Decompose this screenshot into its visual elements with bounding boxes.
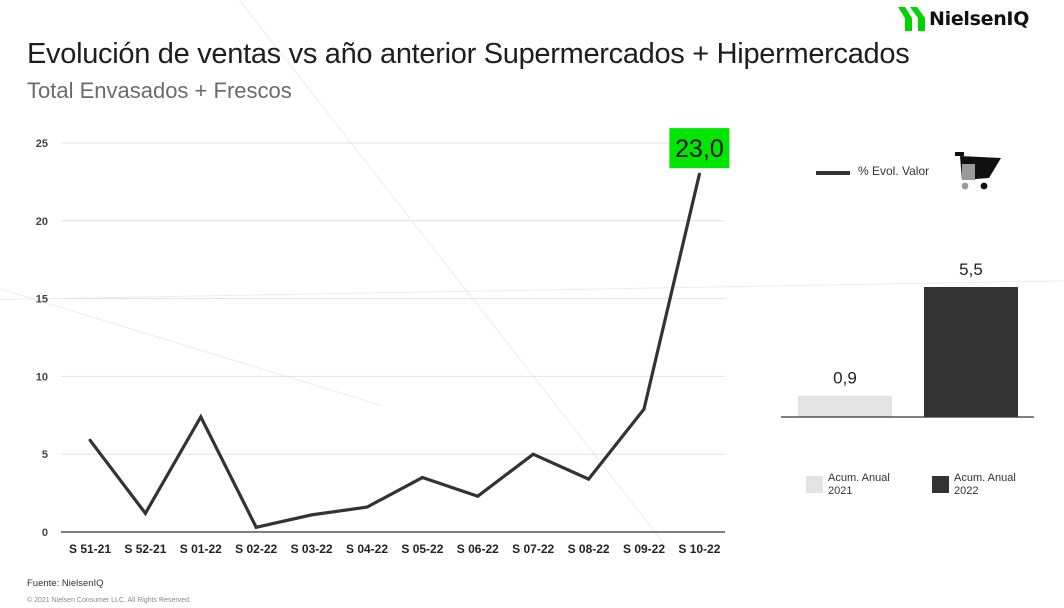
data-point bbox=[476, 494, 480, 498]
brand-logo: NielsenIQ bbox=[897, 4, 1029, 34]
data-point bbox=[254, 525, 258, 529]
x-tick-label: S 08-22 bbox=[568, 542, 610, 556]
shopping-cart-icon bbox=[955, 152, 1001, 190]
legend-line-swatch bbox=[816, 171, 850, 175]
legend-swatch-2022 bbox=[932, 476, 949, 493]
x-tick-label: S 01-22 bbox=[180, 542, 222, 556]
data-point bbox=[642, 407, 646, 411]
data-point bbox=[531, 452, 535, 456]
x-tick-label: S 06-22 bbox=[457, 542, 499, 556]
x-tick-label: S 09-22 bbox=[623, 542, 665, 556]
x-tick-label: S 52-21 bbox=[124, 542, 166, 556]
bar bbox=[924, 287, 1018, 417]
legend-line-label: % Evol. Valor bbox=[858, 164, 930, 178]
y-tick-label: 25 bbox=[36, 138, 48, 150]
y-tick-label: 15 bbox=[36, 294, 48, 306]
bar-value-label: 0,9 bbox=[833, 369, 857, 388]
data-point bbox=[143, 511, 147, 515]
data-point bbox=[199, 415, 203, 419]
data-point bbox=[587, 477, 591, 481]
y-tick-label: 20 bbox=[36, 216, 48, 228]
x-tick-label: S 02-22 bbox=[235, 542, 277, 556]
legend-label-2022: Acum. Anual 2022 bbox=[954, 472, 1016, 497]
bar-value-label: 5,5 bbox=[959, 260, 983, 279]
y-tick-label: 5 bbox=[42, 449, 48, 461]
page-subtitle: Total Envasados + Frescos bbox=[27, 78, 292, 103]
bar bbox=[798, 395, 892, 417]
nielseniq-logo-icon bbox=[898, 7, 925, 31]
copyright-note: © 2021 Nielsen Consumer LLC. All Rights … bbox=[27, 597, 191, 604]
x-tick-label: S 51-21 bbox=[69, 542, 111, 556]
series-line bbox=[88, 173, 701, 530]
x-tick-label: S 07-22 bbox=[512, 542, 554, 556]
data-point bbox=[365, 505, 369, 509]
x-tick-label: S 04-22 bbox=[346, 542, 388, 556]
legend-label-2021: Acum. Anual 2021 bbox=[828, 472, 890, 497]
highlight-label-box bbox=[669, 128, 730, 169]
logo-text: NielsenIQ bbox=[929, 8, 1030, 30]
y-tick-label: 10 bbox=[36, 371, 48, 383]
data-point bbox=[420, 476, 424, 480]
data-point bbox=[697, 172, 701, 176]
page-title: Evolución de ventas vs año anterior Supe… bbox=[27, 38, 910, 70]
data-point bbox=[310, 513, 314, 517]
data-point bbox=[88, 438, 92, 442]
x-tick-label: S 03-22 bbox=[291, 542, 333, 556]
x-tick-label: S 10-22 bbox=[678, 542, 720, 556]
x-tick-label: S 05-22 bbox=[401, 542, 443, 556]
source-note: Fuente: NielsenIQ bbox=[27, 578, 104, 589]
highlight-label: 23,0 bbox=[675, 135, 724, 163]
legend-swatch-2021 bbox=[806, 476, 823, 493]
y-tick-label: 0 bbox=[42, 527, 48, 539]
